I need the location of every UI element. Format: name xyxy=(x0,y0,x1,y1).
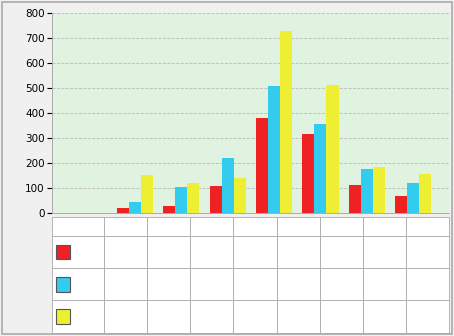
Text: May: May xyxy=(75,279,95,289)
Text: 512: 512 xyxy=(332,311,351,322)
Text: 0: 0 xyxy=(123,279,128,289)
Bar xyxy=(163,206,175,213)
Text: 21: 21 xyxy=(163,247,175,257)
Bar xyxy=(395,196,407,213)
Bar xyxy=(315,124,326,213)
Text: 111: 111 xyxy=(246,247,264,257)
Text: 106: 106 xyxy=(202,279,221,289)
Text: 29: 29 xyxy=(206,247,218,257)
Text: 121: 121 xyxy=(419,279,437,289)
Text: 69: 69 xyxy=(422,247,434,257)
Bar xyxy=(187,183,199,213)
Text: 114: 114 xyxy=(375,247,394,257)
Text: 177: 177 xyxy=(375,279,394,289)
Bar xyxy=(256,118,268,213)
Bar xyxy=(361,169,373,213)
Text: 185: 185 xyxy=(375,311,394,322)
Bar xyxy=(129,202,141,213)
Bar xyxy=(222,158,234,213)
Bar xyxy=(349,185,361,213)
Text: 358: 358 xyxy=(332,279,350,289)
Text: 121: 121 xyxy=(202,311,221,322)
Bar xyxy=(175,187,187,213)
Bar xyxy=(302,134,315,213)
Bar xyxy=(407,183,419,213)
Bar xyxy=(326,85,339,213)
Text: 0: 0 xyxy=(123,311,128,322)
Bar xyxy=(280,31,292,213)
Text: 0: 0 xyxy=(123,247,128,257)
Bar xyxy=(210,185,222,213)
Text: 220: 220 xyxy=(246,279,264,289)
Text: 142: 142 xyxy=(246,311,264,322)
Text: June: June xyxy=(75,247,96,257)
Bar xyxy=(234,178,246,213)
Text: April: April xyxy=(75,311,97,322)
Bar xyxy=(117,208,129,213)
Text: 45: 45 xyxy=(163,279,175,289)
Text: 153: 153 xyxy=(159,311,178,322)
Text: 731: 731 xyxy=(289,311,307,322)
Bar xyxy=(268,86,280,213)
Text: 510: 510 xyxy=(289,279,307,289)
Text: 157: 157 xyxy=(419,311,437,322)
Bar xyxy=(419,174,431,213)
Text: 380: 380 xyxy=(289,247,307,257)
Bar xyxy=(373,167,385,213)
Bar xyxy=(141,175,153,213)
Text: 319: 319 xyxy=(332,247,350,257)
